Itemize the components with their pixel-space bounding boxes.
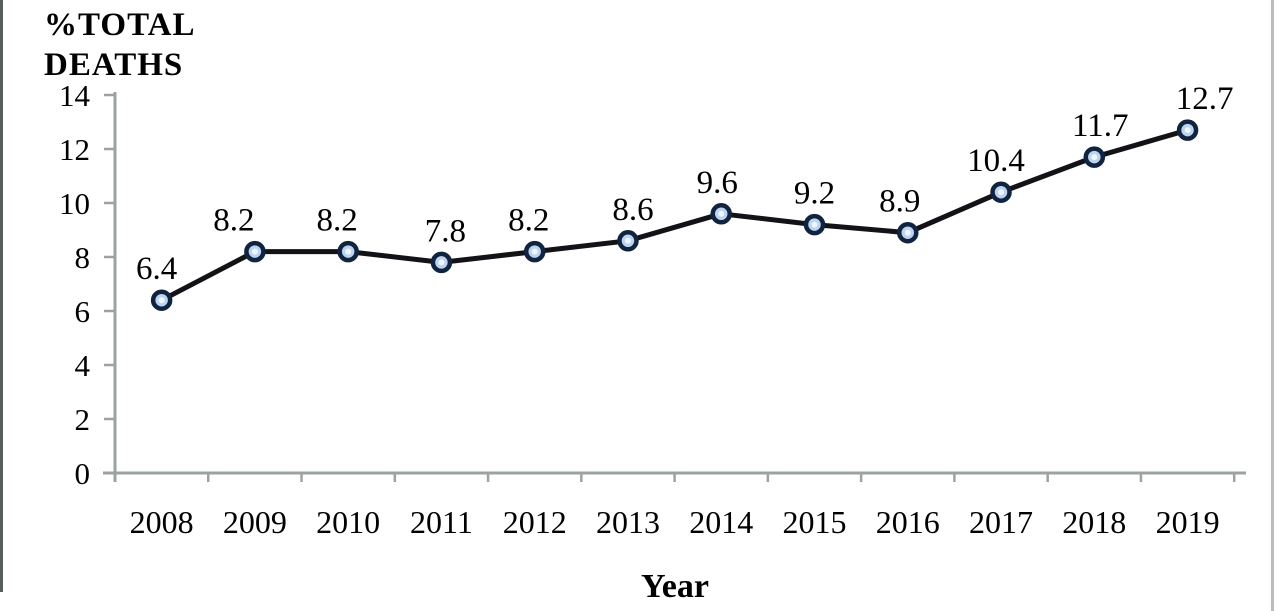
data-point-label: 8.2: [317, 203, 358, 239]
data-point-marker-center: [718, 210, 725, 217]
x-axis-tick-label: 2009: [223, 504, 287, 540]
data-point-marker-center: [1091, 154, 1098, 161]
y-axis-title-line2: DEATHS: [44, 46, 184, 83]
right-border-line: [1271, 0, 1274, 611]
y-axis-tick-label: 2: [75, 402, 91, 437]
data-point-marker-center: [1184, 127, 1191, 134]
y-axis-tick-label: 12: [59, 132, 90, 167]
x-axis-tick-label: 2010: [316, 504, 380, 540]
y-axis-tick-label: 0: [75, 456, 91, 491]
x-axis-tick-label: 2012: [503, 504, 567, 540]
x-axis-tick-label: 2016: [876, 504, 940, 540]
series-line: [159, 127, 1191, 303]
left-border-line: [0, 0, 3, 592]
x-axis-title: Year: [641, 568, 709, 605]
y-axis-tick-label: 10: [59, 186, 90, 221]
x-axis-tick-label: 2018: [1062, 504, 1126, 540]
data-point-marker-center: [158, 297, 165, 304]
data-point-label: 9.6: [697, 165, 738, 201]
y-axis-tick-label: 6: [75, 294, 91, 329]
data-point-label: 11.7: [1072, 108, 1129, 144]
data-point-label: 8.2: [213, 203, 254, 239]
data-point-marker-center: [345, 248, 352, 255]
x-axis-tick-label: 2019: [1156, 504, 1220, 540]
data-point-marker-center: [624, 237, 631, 244]
x-axis-tick-label: 2011: [410, 504, 473, 540]
data-point-marker-center: [811, 221, 818, 228]
data-point-marker-center: [998, 189, 1005, 196]
data-point-marker-center: [438, 259, 445, 266]
data-point-marker-center: [904, 229, 911, 236]
y-axis-tick-label: 8: [75, 240, 91, 275]
x-axis-tick-label: 2013: [596, 504, 660, 540]
data-point-label: 8.9: [879, 184, 920, 220]
x-axis-tick-label: 2008: [130, 504, 194, 540]
y-axis-title-line1: %TOTAL: [44, 7, 196, 43]
x-axis-tick-label: 2015: [783, 504, 847, 540]
data-point-label: 7.8: [425, 213, 466, 249]
data-point-label: 8.6: [612, 192, 653, 228]
x-axis-tick-label: 2017: [969, 504, 1033, 540]
y-axis-tick-label: 14: [59, 78, 91, 113]
data-point-label: 8.2: [508, 203, 549, 239]
data-point-label: 9.2: [794, 176, 835, 212]
y-axis-tick-label: 4: [75, 348, 91, 383]
x-axis-tick-label: 2014: [689, 504, 753, 540]
data-point-label: 10.4: [967, 143, 1025, 179]
data-point-label: 6.4: [136, 251, 177, 287]
data-point-marker-center: [531, 248, 538, 255]
data-point-label: 12.7: [1176, 81, 1234, 117]
data-point-marker-center: [251, 248, 258, 255]
y-axis-title: %TOTAL DEATHS: [44, 6, 196, 85]
